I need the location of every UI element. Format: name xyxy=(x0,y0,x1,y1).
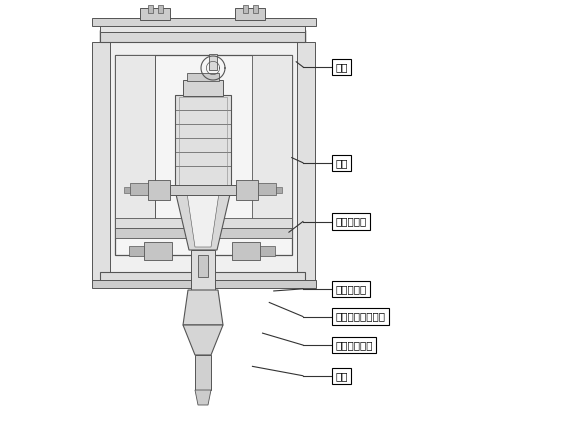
Bar xyxy=(252,55,292,220)
Bar xyxy=(236,180,258,200)
Bar xyxy=(130,183,148,195)
Text: 外筒: 外筒 xyxy=(335,62,348,72)
Bar xyxy=(195,355,211,390)
Bar xyxy=(276,187,282,193)
Bar xyxy=(115,55,292,255)
Polygon shape xyxy=(175,190,231,250)
Bar xyxy=(253,5,258,13)
Bar xyxy=(258,183,276,195)
Text: 振子法兰组: 振子法兰组 xyxy=(335,284,367,294)
Bar xyxy=(144,242,172,260)
Bar xyxy=(235,8,265,20)
Bar xyxy=(92,280,316,288)
Polygon shape xyxy=(183,290,223,325)
Bar xyxy=(175,95,231,190)
Bar xyxy=(92,42,110,282)
Bar xyxy=(148,5,153,13)
Bar xyxy=(115,55,155,220)
Bar xyxy=(115,228,292,238)
Bar xyxy=(92,18,316,26)
Bar xyxy=(140,8,170,20)
Polygon shape xyxy=(187,193,219,247)
Bar xyxy=(243,5,248,13)
Bar xyxy=(297,42,315,282)
Bar xyxy=(209,54,217,70)
Bar xyxy=(100,30,305,285)
Bar xyxy=(260,246,275,256)
Text: 焼头: 焼头 xyxy=(335,371,348,381)
Bar xyxy=(179,97,227,188)
Bar xyxy=(198,255,208,277)
Bar xyxy=(100,30,305,42)
Polygon shape xyxy=(195,390,211,405)
Bar xyxy=(100,272,305,287)
Text: 内筒: 内筒 xyxy=(335,158,348,168)
Bar xyxy=(158,5,163,13)
Bar xyxy=(115,218,292,228)
Polygon shape xyxy=(183,325,223,355)
Bar xyxy=(170,185,236,195)
Bar xyxy=(187,73,219,81)
Bar xyxy=(129,246,144,256)
Text: 焼头水平调整螺丝: 焼头水平调整螺丝 xyxy=(335,311,385,322)
Bar xyxy=(232,242,260,260)
Bar xyxy=(124,187,130,193)
Bar xyxy=(191,250,215,290)
Text: 超声波振子: 超声波振子 xyxy=(335,216,367,227)
Bar xyxy=(183,80,223,96)
Bar xyxy=(100,18,305,32)
Text: 超声波传动子: 超声波传动子 xyxy=(335,340,373,350)
Bar xyxy=(148,180,170,200)
